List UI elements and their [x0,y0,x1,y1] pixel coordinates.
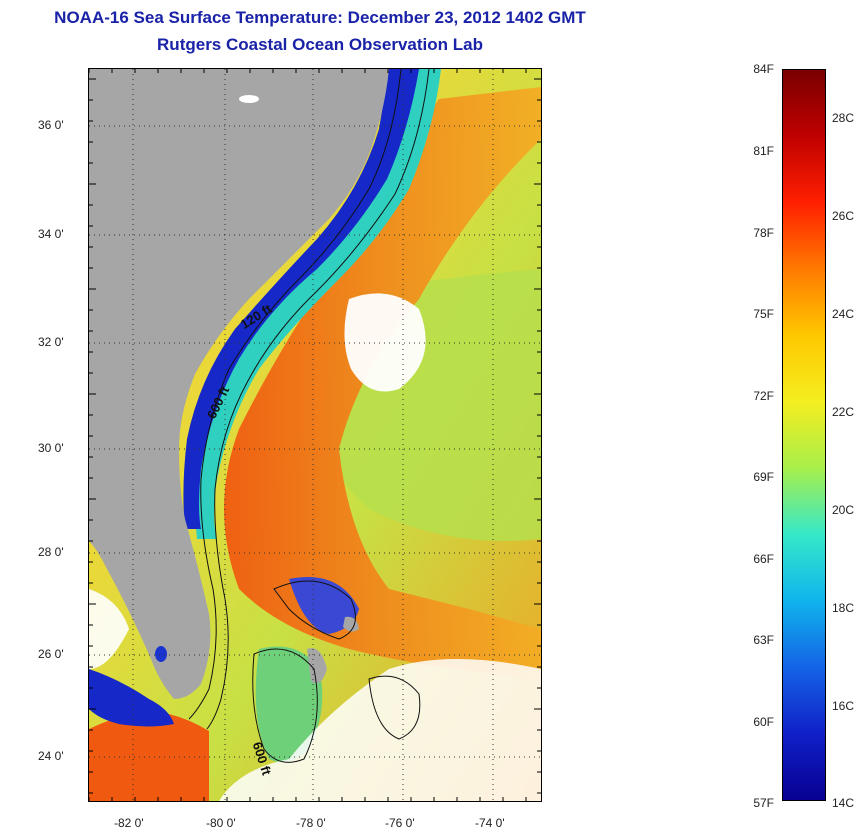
lat-label: 34 0' [38,227,64,241]
land-mass [89,69,389,699]
colorbar-c-label: 28C [832,111,855,125]
colorbar-f-label: 75F [753,307,774,321]
lake [239,95,259,103]
contour-bahamas [273,580,356,640]
sst-map-graphic [89,69,541,801]
lat-label: 26 0' [38,647,64,661]
lake [155,646,167,662]
contour-600ft [206,69,430,730]
lon-label: -74 0' [475,816,505,830]
contour-120ft [188,69,402,720]
cloud-cover [219,659,541,801]
colorbar-c-label: 24C [832,307,855,321]
colorbar-f-label: 84F [753,62,774,76]
lat-label: 24 0' [38,749,64,763]
colorbar-c-label: 16C [832,699,855,713]
colorbar-c-label: 22C [832,405,855,419]
colorbar-c-label: 18C [832,601,855,615]
colorbar-f-label: 57F [753,796,774,810]
map-subtitle: Rutgers Coastal Ocean Observation Lab [157,35,483,54]
colorbar-c-label: 14C [832,796,855,810]
lat-label: 36 0' [38,118,64,132]
colorbar-f-label: 66F [753,552,774,566]
contour-bahamas [368,675,421,740]
contour-bahamas [252,648,318,763]
cloud-cover [89,589,129,669]
colorbar-c-label: 26C [832,209,855,223]
island [307,648,327,684]
florida-keys-water [89,669,174,727]
lon-label: -78 0' [296,816,326,830]
lon-label: -76 0' [385,816,415,830]
axis-ticks [89,69,541,801]
colorbar-f-label: 60F [753,715,774,729]
cloud-cover [344,293,426,392]
colorbar-f-label: 78F [753,226,774,240]
lat-label: 30 0' [38,441,64,455]
colorbar-f-label: 72F [753,389,774,403]
colorbar-f-label: 81F [753,144,774,158]
lat-label: 28 0' [38,545,64,559]
lon-label: -80 0' [206,816,236,830]
gulf-stream-band [224,87,541,679]
lat-label: 32 0' [38,335,64,349]
colorbar-f-label: 69F [753,470,774,484]
map-title: NOAA-16 Sea Surface Temperature: Decembe… [54,8,586,27]
lon-label: -82 0' [114,816,144,830]
temperature-colorbar [782,69,826,801]
colorbar-c-label: 20C [832,503,855,517]
bahamas-bank [255,646,323,763]
lat-lon-grid [89,69,541,801]
cold-shelf-water [183,69,419,529]
colorbar-f-label: 63F [753,633,774,647]
sst-map: 120 ft 600 ft 600 ft [88,68,542,802]
